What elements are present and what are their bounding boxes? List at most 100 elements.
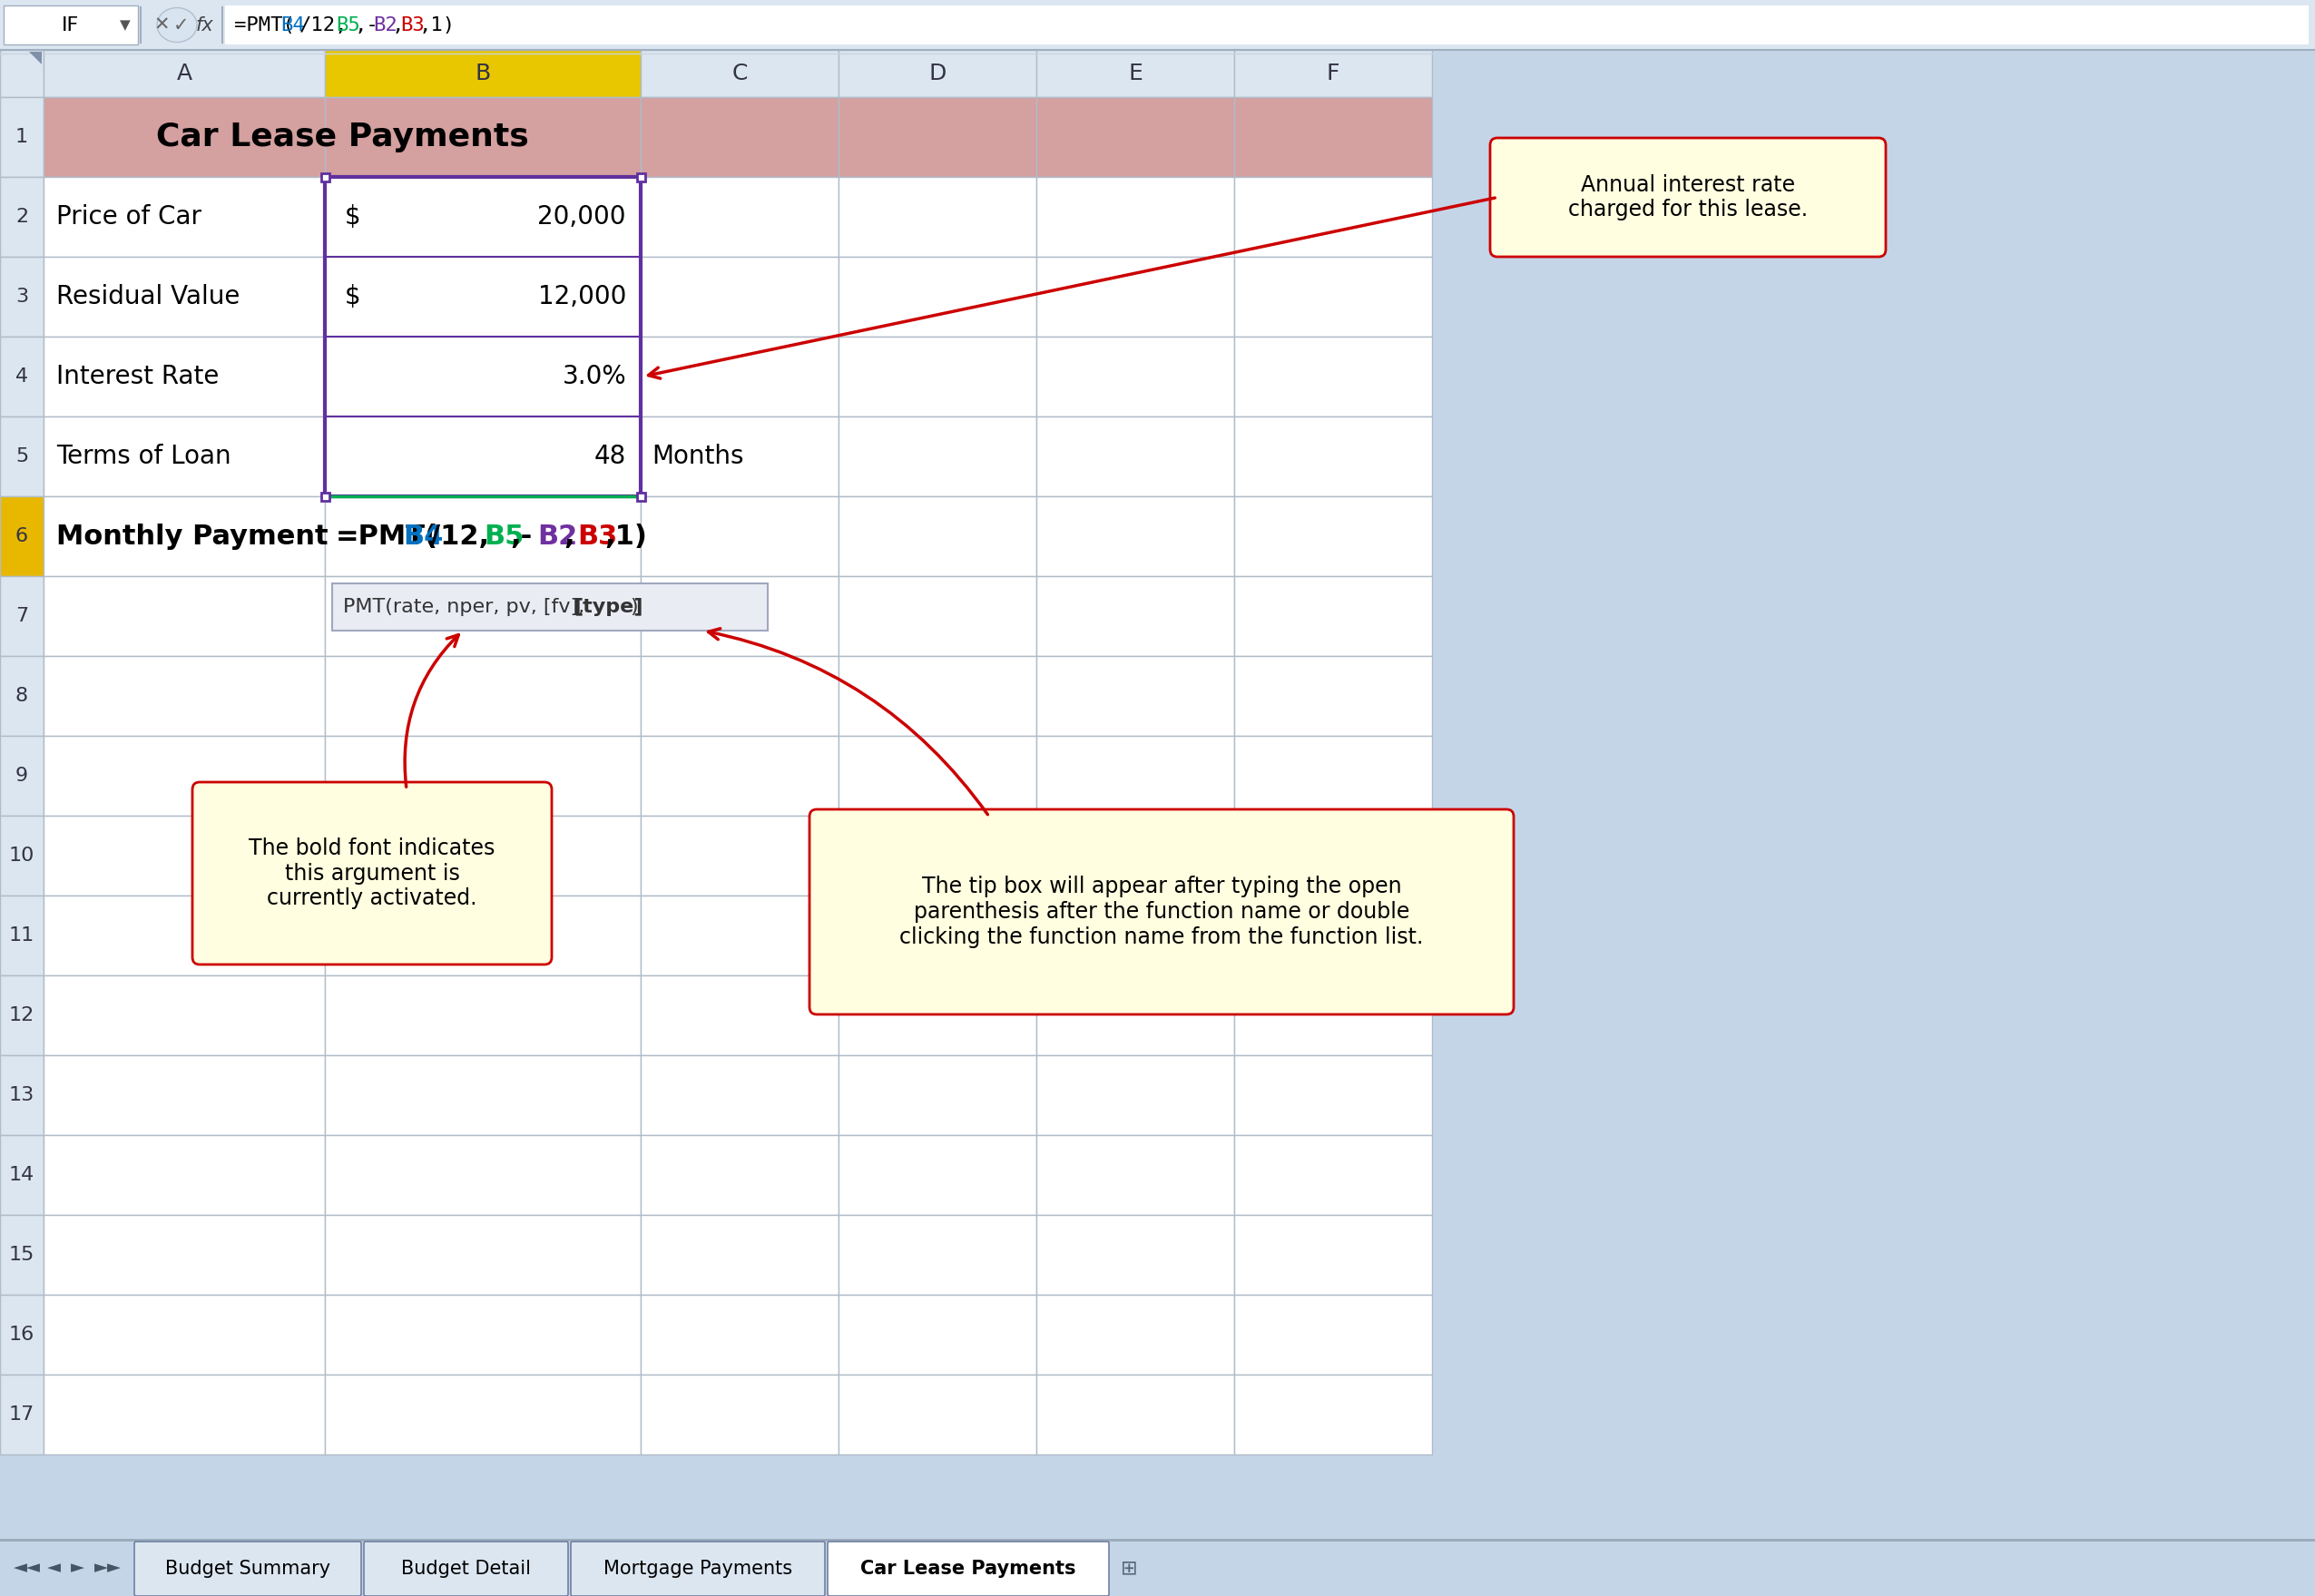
Bar [641, 975, 838, 1055]
Bar [0, 1374, 44, 1454]
Text: 3: 3 [16, 287, 28, 306]
Text: The bold font indicates
this argument is
currently activated.: The bold font indicates this argument is… [250, 838, 495, 910]
Text: E: E [1127, 62, 1144, 85]
Bar [324, 656, 641, 736]
Bar [0, 1135, 44, 1215]
Bar [44, 1374, 324, 1454]
Bar [1037, 417, 1234, 496]
Bar [838, 736, 1037, 816]
Bar [1037, 337, 1234, 417]
Text: B2: B2 [373, 16, 398, 34]
Bar [838, 177, 1037, 257]
Text: B4: B4 [280, 16, 306, 34]
Bar [324, 576, 641, 656]
Bar [324, 895, 641, 975]
Bar [0, 257, 44, 337]
Bar [1037, 975, 1234, 1055]
Bar [1037, 1135, 1234, 1215]
Bar [1037, 736, 1234, 816]
Bar [0, 0, 2315, 49]
Text: ,1): ,1) [419, 16, 456, 34]
Bar [324, 97, 641, 177]
Bar [838, 975, 1037, 1055]
Bar [1234, 417, 1433, 496]
Text: $: $ [345, 284, 361, 310]
Bar [1037, 496, 1234, 576]
Bar [324, 975, 641, 1055]
Bar [44, 257, 324, 337]
Text: /12,: /12, [431, 523, 488, 549]
Bar [641, 1374, 838, 1454]
Bar [1037, 49, 1234, 97]
Text: Interest Rate: Interest Rate [56, 364, 220, 389]
Text: ,: , [391, 16, 403, 34]
Bar [838, 816, 1037, 895]
Bar [838, 576, 1037, 656]
Bar [0, 1294, 44, 1374]
Text: 8: 8 [16, 686, 28, 705]
Bar [641, 177, 838, 257]
Bar [1234, 975, 1433, 1055]
Text: B4: B4 [403, 523, 442, 549]
Bar [641, 1055, 838, 1135]
Text: 9: 9 [16, 766, 28, 785]
Text: ,-: ,- [354, 16, 380, 34]
Bar [0, 1540, 2315, 1596]
Bar [1037, 1215, 1234, 1294]
Text: Budget Detail: Budget Detail [400, 1559, 530, 1578]
Bar [0, 656, 44, 736]
Bar [1234, 1055, 1433, 1135]
Text: 13: 13 [9, 1087, 35, 1104]
Text: Car Lease Payments: Car Lease Payments [861, 1559, 1076, 1578]
Bar [1037, 1294, 1234, 1374]
Bar [1037, 257, 1234, 337]
Text: 17: 17 [9, 1406, 35, 1424]
Bar [0, 49, 44, 97]
Bar [1037, 656, 1234, 736]
FancyBboxPatch shape [363, 1542, 567, 1596]
Text: ,1): ,1) [604, 523, 646, 549]
Bar [838, 1135, 1037, 1215]
Text: 3.0%: 3.0% [563, 364, 625, 389]
Text: 5: 5 [16, 447, 28, 466]
Bar [1234, 576, 1433, 656]
Bar [838, 257, 1037, 337]
Text: B5: B5 [336, 16, 361, 34]
Bar [838, 1055, 1037, 1135]
Bar [44, 177, 324, 257]
Text: 11: 11 [9, 926, 35, 945]
Bar [838, 337, 1037, 417]
Bar [324, 337, 641, 417]
Bar [324, 1374, 641, 1454]
Text: B3: B3 [576, 523, 618, 549]
FancyBboxPatch shape [810, 809, 1514, 1015]
Bar [0, 1055, 44, 1135]
Text: 7: 7 [16, 606, 28, 626]
Bar [1037, 895, 1234, 975]
Text: ,: , [565, 523, 574, 549]
Text: ✓: ✓ [174, 16, 190, 34]
Bar [44, 1294, 324, 1374]
Text: 10: 10 [9, 846, 35, 865]
Text: ◄◄: ◄◄ [14, 1559, 42, 1577]
Bar [641, 736, 838, 816]
Bar [1037, 816, 1234, 895]
Bar [1234, 656, 1433, 736]
Bar [641, 1215, 838, 1294]
Bar [0, 496, 44, 576]
Bar [324, 177, 641, 257]
Bar [0, 97, 44, 177]
Bar [324, 736, 641, 816]
Text: Terms of Loan: Terms of Loan [56, 444, 232, 469]
Text: 4: 4 [16, 367, 28, 386]
Text: ►: ► [72, 1559, 83, 1577]
Bar [1234, 816, 1433, 895]
Bar [44, 496, 324, 576]
Bar [324, 496, 641, 576]
Text: ◄: ◄ [46, 1559, 60, 1577]
Bar [838, 1294, 1037, 1374]
Text: $: $ [345, 204, 361, 230]
Bar [44, 337, 324, 417]
Bar [1037, 177, 1234, 257]
Text: B3: B3 [400, 16, 426, 34]
